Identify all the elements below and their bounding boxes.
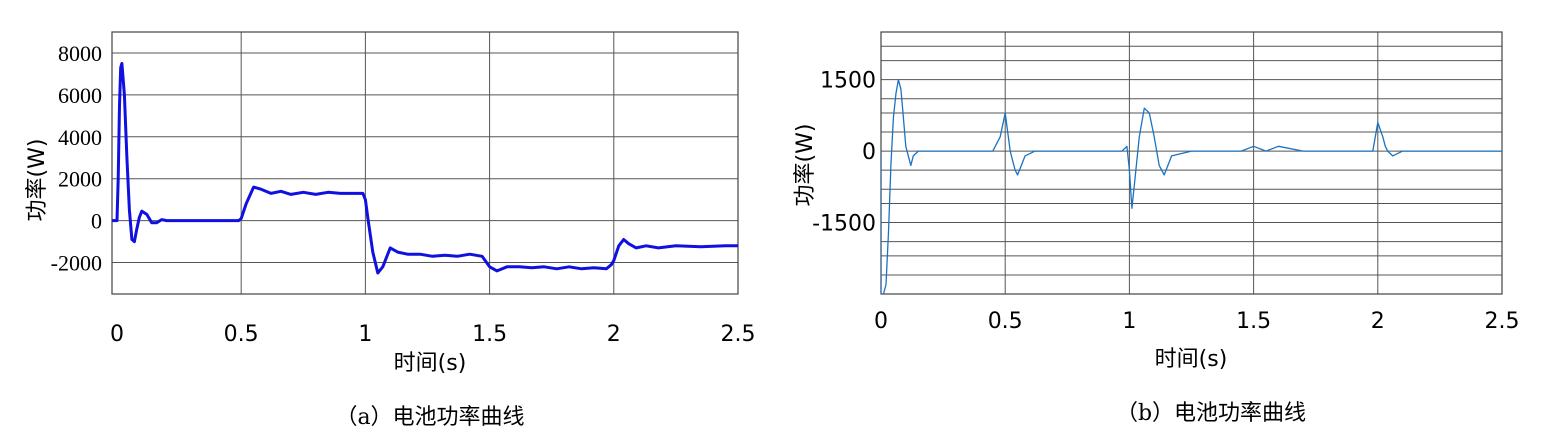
x-tick-label: 2.5 [721,322,756,347]
x-axis-label: 时间(s) [394,351,467,376]
y-tick-label: 0 [862,140,876,165]
y-tick-label: -2000 [51,251,102,276]
y-tick-label: 2000 [58,167,102,192]
series-line-b-0 [881,78,1502,294]
x-tick-label: 1 [358,322,372,347]
y-tick-label: 6000 [58,83,102,108]
x-tick-label: 0.5 [988,309,1023,334]
x-axis-label: 时间(s) [1155,347,1228,372]
plot-frame-a [111,31,739,295]
x-tick-label: 2 [607,322,621,347]
x-tick-label: 1.5 [472,322,507,347]
figure-caption: （b）电池功率曲线 [1116,401,1306,426]
x-tick-label: 1.5 [1236,309,1271,334]
series-line-a-0 [112,61,738,275]
y-axis-label: 功率(W) [793,124,818,207]
x-tick-label: 1 [1122,309,1136,334]
x-tick-label: 0 [874,309,888,334]
chart-b: 0 0.5 1 1.5 2 2.5 1500 0 -1500 功率(W) 时间(s) （b）电池功率曲… [793,31,1520,426]
y-tick-label: -1500 [812,212,876,237]
y-axis-label: 功率(W) [25,139,50,222]
y-tick-label: 8000 [58,41,102,66]
x-tick-label: 0.5 [224,322,259,347]
plot-area-a [112,32,738,294]
plot-area-b [881,32,1502,294]
y-tick-label: 1500 [820,69,876,94]
y-tick-label: 4000 [58,125,102,150]
x-tick-label: 2.5 [1485,309,1520,334]
x-tick-label: 2 [1371,309,1385,334]
grid-b [881,32,1502,294]
chart-a: 0 0.5 1 1.5 2 2.5 8000 6000 4000 2000 0 -2000 功率(W) 时… [25,31,756,430]
figure-caption: （a）电池功率曲线 [335,405,524,430]
x-tick-label: 0 [110,322,124,347]
y-tick-label: 0 [91,209,102,234]
